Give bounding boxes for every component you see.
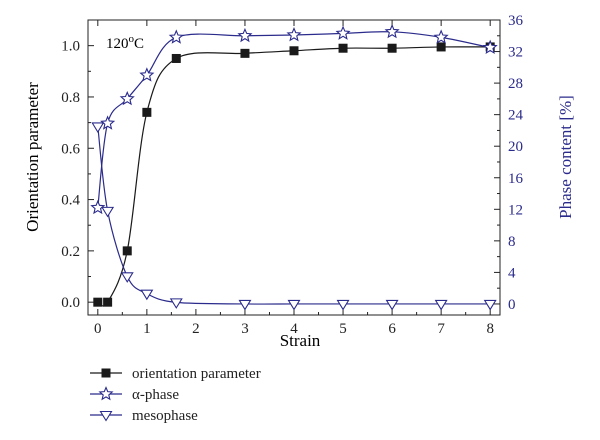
y-left-tick-label: 1.0 [61,39,80,55]
temperature-degree: o [129,33,135,45]
series-2-point [140,289,154,301]
legend-entry: α-phase [90,386,179,403]
x-tick-label: 8 [486,321,494,337]
series-2-point [169,298,183,309]
series-line-2 [97,126,491,305]
x-tick-label: 0 [94,321,102,337]
series-2-point [434,299,448,311]
temperature-value: 120 [106,36,129,52]
series-0-point [122,246,132,256]
series-1-point [384,23,400,39]
series-1 [90,23,498,215]
series-2-point [336,299,350,311]
y-left-tick-label: 0.8 [61,90,80,106]
series-0-point [289,46,299,56]
x-tick-label: 5 [339,321,347,337]
legend-entry: mesophase [90,408,198,424]
legend-swatch-marker [98,386,114,401]
x-axis-title: Strain [280,331,321,350]
series-1-point [100,115,116,130]
legend-swatch-marker [99,410,113,422]
series-0-point [387,43,397,53]
y-right-tick-label: 16 [508,171,524,187]
y-right-tick-label: 0 [508,297,516,313]
legend: orientation parameter α-phase mesophase [90,366,261,424]
series-0 [93,42,495,307]
y-right-tick-label: 4 [508,265,516,281]
series-2-point [483,299,497,311]
series-1-point [168,29,184,44]
series-layer [90,23,498,311]
series-2-point [120,272,134,283]
x-axis: 0 1 2 3 4 5 6 7 8 [94,20,494,337]
y-left-tick-label: 0.6 [61,141,80,157]
legend-label: orientation parameter [132,366,261,382]
x-tick-label: 1 [143,321,151,337]
x-tick-label: 4 [290,321,298,337]
legend-label: α-phase [132,387,179,403]
y-left-tick-label: 0.0 [61,295,80,311]
temperature-annotation: 120oC [106,33,144,52]
series-0-point [171,53,181,63]
series-2-point [287,299,301,311]
series-0-point [240,48,250,58]
x-tick-label: 7 [437,321,445,337]
y-right-tick-label: 20 [508,139,523,155]
x-tick-label: 2 [192,321,200,337]
x-tick-label: 3 [241,321,249,337]
y-axis-left: 0.0 0.2 0.4 0.6 0.8 1.0 [61,39,94,311]
series-0-point [142,107,152,117]
y-right-tick-label: 12 [508,202,523,218]
y-left-tick-label: 0.4 [61,193,80,209]
series-2-point [91,122,105,134]
series-line-1 [97,31,491,208]
y-axis-right: 0 4 8 12 16 20 24 28 32 36 [494,13,524,313]
series-0-point [338,43,348,53]
y-right-tick-label: 8 [508,234,516,250]
series-2 [91,122,497,311]
series-2-point [238,299,252,311]
y-right-tick-label: 24 [508,108,524,124]
series-1-point [433,29,449,44]
y-axis-right-title: Phase content [%] [556,95,575,219]
y-left-tick-label: 0.2 [61,244,80,260]
legend-label: mesophase [132,408,198,424]
series-1-point [119,90,135,106]
series-line-0 [97,46,491,307]
series-1-point [90,199,106,215]
series-0-point [436,42,446,52]
legend-entry: orientation parameter [90,366,261,382]
y-right-tick-label: 28 [508,76,523,92]
series-2-point [385,299,399,311]
plot-area [87,19,501,316]
x-tick-label: 6 [388,321,396,337]
y-right-tick-label: 36 [508,13,524,29]
y-axis-left-title: Orientation parameter [23,82,42,232]
series-1-point [286,27,302,42]
series-0-point [93,297,103,307]
temperature-unit: C [134,36,144,52]
series-2-point [101,206,115,218]
series-0-point [103,297,113,307]
legend-swatch-marker [101,368,111,378]
plot-frame [87,19,501,316]
y-right-tick-label: 32 [508,45,523,61]
series-1-point [237,27,253,43]
series-1-point [482,39,498,55]
series-1-point [139,67,155,82]
series-1-point [335,25,351,40]
